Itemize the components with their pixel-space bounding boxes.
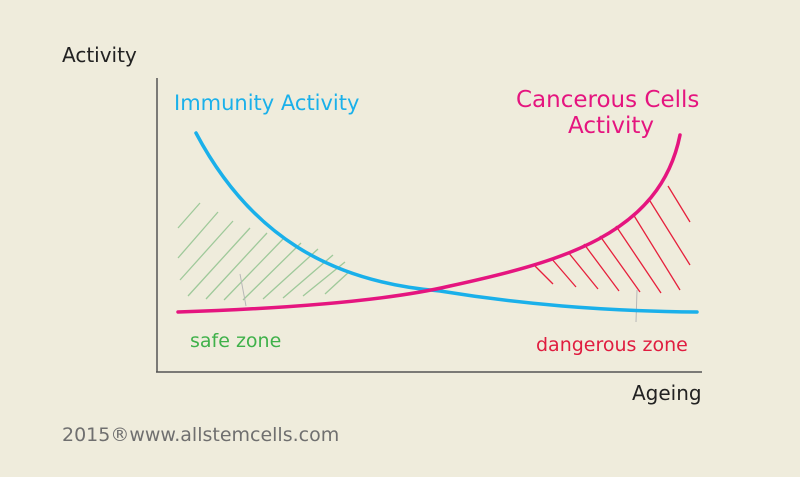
safe-zone-pointer [239, 273, 247, 307]
copyright-footer: 2015®www.allstemcells.com [62, 424, 340, 446]
danger-zone-pointer [635, 289, 638, 323]
immunity-label: Immunity Activity [174, 91, 359, 115]
safe-zone-label: safe zone [190, 330, 281, 352]
cancer-label-line2: Activity [568, 113, 654, 139]
danger-zone-label: dangerous zone [536, 334, 688, 356]
y-axis-label: Activity [62, 43, 137, 67]
immunity-curve [194, 131, 699, 314]
danger-zone-hatch [534, 185, 691, 294]
x-axis-label: Ageing [632, 381, 702, 405]
safe-zone-hatch [177, 202, 351, 301]
cancer-label-line1: Cancerous Cells [516, 87, 699, 113]
cancer-curve [176, 133, 682, 314]
